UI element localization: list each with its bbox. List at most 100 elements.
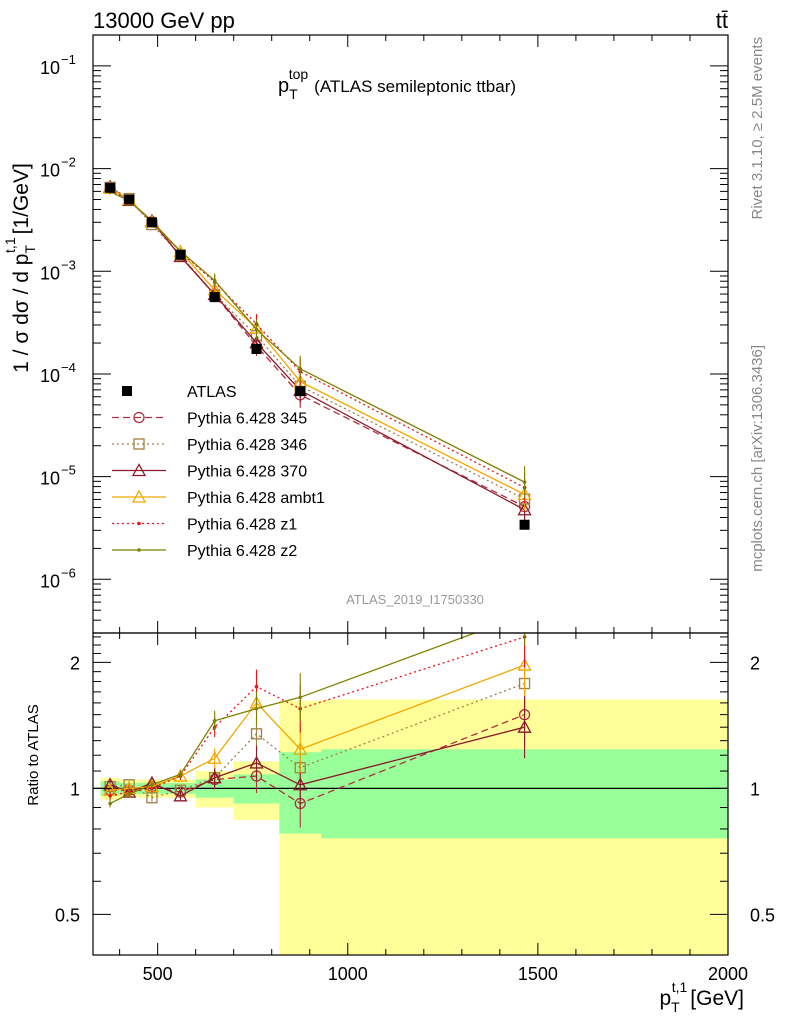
legend-marker-3 [131, 489, 147, 503]
rivet-version-label: Rivet 3.1.10, ≥ 2.5M events [749, 37, 766, 220]
series-point-5 [212, 278, 217, 283]
ratio-point-4 [254, 684, 259, 689]
legend-label-3: Pythia 6.428 ambt1 [187, 490, 325, 507]
ratio-point-2-shape [517, 719, 532, 733]
y-tick-label: 10 [40, 161, 60, 181]
plot-title-sub: T [289, 86, 298, 102]
ratio-point-2 [293, 777, 308, 791]
ratio-point-3-shape [293, 741, 308, 755]
series-point-5 [254, 327, 259, 332]
ratio-point-2-shape [293, 777, 308, 791]
series-point-5-shape [212, 278, 217, 283]
series-point-5-shape [254, 327, 259, 332]
process-symbol: tt̄ [716, 8, 728, 33]
legend-label-4: Pythia 6.428 z1 [187, 517, 297, 534]
series-point-2 [517, 502, 532, 516]
ratio-point-1 [146, 792, 158, 804]
data-point [209, 292, 220, 303]
ratio-tick-label-left: 1 [70, 779, 80, 799]
ratio-point-1-shape [146, 792, 158, 804]
series-line-3 [109, 187, 525, 496]
plot-title-rest: (ATLAS semileptonic ttbar) [314, 77, 516, 96]
ratio-point-3 [293, 741, 308, 755]
data-point-shape [146, 217, 157, 228]
band-inner-bin-7 [321, 749, 728, 839]
y-tick-label: 10 [40, 571, 60, 591]
x-axis-label-prefix: p [659, 987, 671, 1010]
ratio-line-5 [109, 633, 477, 805]
y-axis-label-sub: T [22, 245, 38, 254]
ratio-point-5 [212, 719, 217, 723]
series-line-4 [109, 189, 525, 489]
x-tick-label: 2000 [708, 964, 748, 984]
data-point [251, 343, 262, 354]
legend-marker-0 [133, 411, 145, 424]
y-axis-label-sup: t,1 [2, 237, 18, 253]
ratio-point-2-shape [173, 788, 188, 802]
data-point [146, 217, 157, 228]
data-point [295, 386, 306, 397]
y-tick-label: 10 [40, 263, 60, 283]
ratio-point-1-shape [250, 728, 263, 740]
x-axis-label-unit: [GeV] [690, 987, 744, 1010]
legend-marker-3-shape [131, 489, 147, 503]
data-point-shape [175, 249, 186, 260]
ratio-tick-label-right: 1 [750, 779, 760, 799]
legend-marker-4 [137, 521, 141, 526]
series-line-5 [109, 190, 525, 483]
ratio-point-5-shape [178, 772, 183, 777]
legend-marker-0-shape [133, 411, 145, 424]
legend-marker-2-shape [131, 463, 147, 477]
plot-title-sup: top [289, 66, 309, 82]
plot-title: pTtop (ATLAS semileptonic ttbar) [278, 66, 516, 102]
mcplots-source-label: mcplots.cern.ch [arXiv:1306.3436] [749, 345, 766, 572]
legend: ATLAS Pythia 6.428 345 Pythia 6.428 346 Pyt… [112, 384, 325, 560]
ratio-point-4 [108, 793, 112, 798]
ratio-point-2 [517, 719, 532, 733]
series-line-2 [109, 186, 525, 511]
y-tick-label-exponent: −4 [61, 360, 76, 375]
ratio-point-5 [127, 792, 131, 796]
legend-marker-2 [131, 463, 147, 477]
energy-label: 13000 GeV pp [93, 8, 235, 33]
ratio-point-5-shape [108, 801, 112, 806]
legend-label-data: ATLAS [187, 384, 237, 401]
legend-label-1: Pythia 6.428 346 [187, 437, 307, 454]
series-point-5 [298, 367, 303, 371]
x-axis-label-sup: t,1 [672, 979, 688, 995]
legend-marker-4-shape [137, 521, 141, 526]
legend-label-0: Pythia 6.428 345 [187, 411, 307, 428]
legend-data-marker-shape [122, 386, 132, 396]
ratio-point-5-shape [150, 782, 154, 787]
ratio-plot-frame [92, 632, 729, 956]
y-tick-label: 10 [40, 58, 60, 78]
data-point [175, 249, 186, 260]
series-point-2-shape [517, 502, 532, 516]
ratio-point-2 [207, 770, 222, 784]
data-point-shape [251, 343, 262, 354]
ratio-point-5-shape [127, 792, 131, 796]
legend-marker-1 [133, 438, 145, 450]
data-point-shape [124, 194, 135, 205]
plot-title-main: p [278, 75, 289, 97]
data-point [105, 182, 116, 193]
ratio-point-3 [207, 750, 222, 764]
series-line-1 [109, 186, 525, 500]
y-axis-label-unit: [1/GeV] [10, 163, 33, 234]
y-axis-label: 1 / σ dσ / d pTt,1 [1/GeV] [2, 163, 38, 373]
main-plot-panel: pTtop(ATLAS semileptonic ttbar) 1 / σ dσ… [2, 34, 729, 634]
data-point [519, 519, 530, 530]
y-tick-label-exponent: −1 [61, 52, 76, 67]
ratio-point-2 [249, 755, 264, 769]
data-point-shape [209, 292, 220, 303]
ratio-point-5-shape [212, 719, 217, 723]
ratio-point-5 [150, 782, 154, 787]
series-point-5-shape [522, 480, 527, 484]
ratio-tick-label-right: 2 [750, 653, 760, 673]
ratio-point-2-shape [249, 755, 264, 769]
ratio-point-3-shape [207, 750, 222, 764]
ratio-point-3 [517, 657, 532, 671]
legend-marker-5 [137, 548, 141, 552]
ratio-point-4-shape [254, 684, 259, 689]
